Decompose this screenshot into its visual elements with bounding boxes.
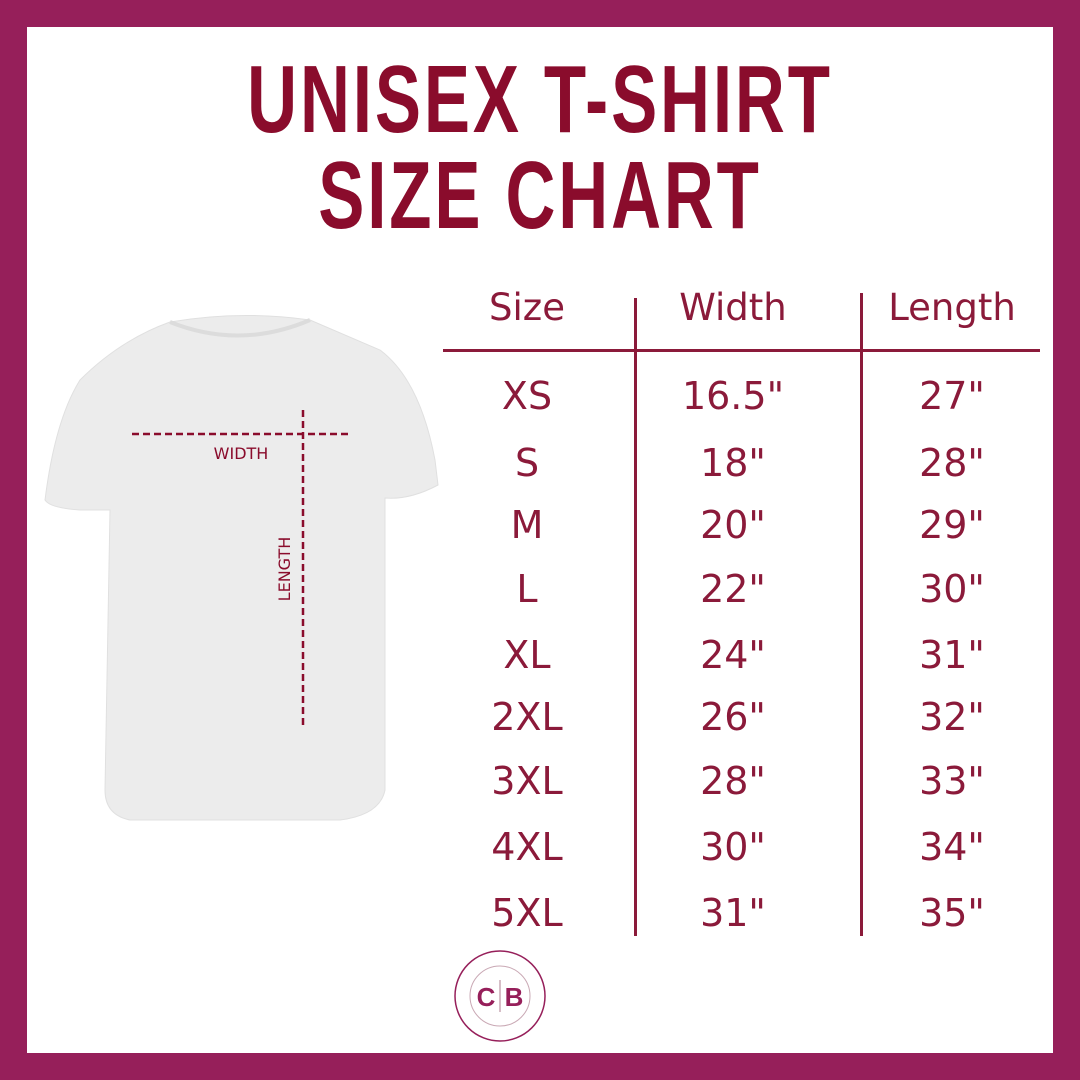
title-line-2: SIZE CHART	[318, 142, 762, 249]
cell-size: 5XL	[491, 891, 563, 935]
cell-size: M	[510, 503, 544, 547]
cell-width: 28"	[700, 759, 766, 803]
svg-text:C: C	[477, 982, 496, 1012]
column-divider-2	[860, 293, 863, 936]
cell-size: 2XL	[491, 695, 563, 739]
svg-text:B: B	[505, 982, 524, 1012]
cell-length: 28"	[919, 441, 985, 485]
cell-length: 30"	[919, 567, 985, 611]
cell-width: 24"	[700, 633, 766, 677]
header-divider	[443, 349, 1040, 352]
cell-length: 31"	[919, 633, 985, 677]
tshirt-shape	[44, 314, 439, 821]
width-label: WIDTH	[214, 444, 269, 463]
cell-width: 22"	[700, 567, 766, 611]
header-length: Length	[888, 286, 1016, 329]
cell-width: 20"	[700, 503, 766, 547]
cell-width: 30"	[700, 825, 766, 869]
cell-width: 26"	[700, 695, 766, 739]
cell-width: 31"	[700, 891, 766, 935]
cell-length: 34"	[919, 825, 985, 869]
cell-size: 3XL	[491, 759, 563, 803]
column-divider-1	[634, 298, 637, 936]
cell-size: XL	[503, 633, 551, 677]
header-width: Width	[679, 286, 787, 329]
cell-size: L	[516, 567, 538, 611]
header-size: Size	[489, 286, 565, 329]
cell-length: 35"	[919, 891, 985, 935]
cell-length: 33"	[919, 759, 985, 803]
tshirt-diagram: WIDTH LENGTH	[44, 314, 439, 821]
cell-size: 4XL	[491, 825, 563, 869]
cell-length: 27"	[919, 374, 985, 418]
title-line-1: UNISEX T-SHIRT	[247, 46, 833, 153]
cell-width: 16.5"	[681, 374, 785, 418]
cell-length: 32"	[919, 695, 985, 739]
length-label: LENGTH	[275, 537, 294, 602]
culture-boss-logo: C B	[454, 950, 546, 1042]
cell-length: 29"	[919, 503, 985, 547]
cell-size: S	[514, 441, 540, 485]
cell-width: 18"	[700, 441, 766, 485]
cell-size: XS	[501, 374, 553, 418]
